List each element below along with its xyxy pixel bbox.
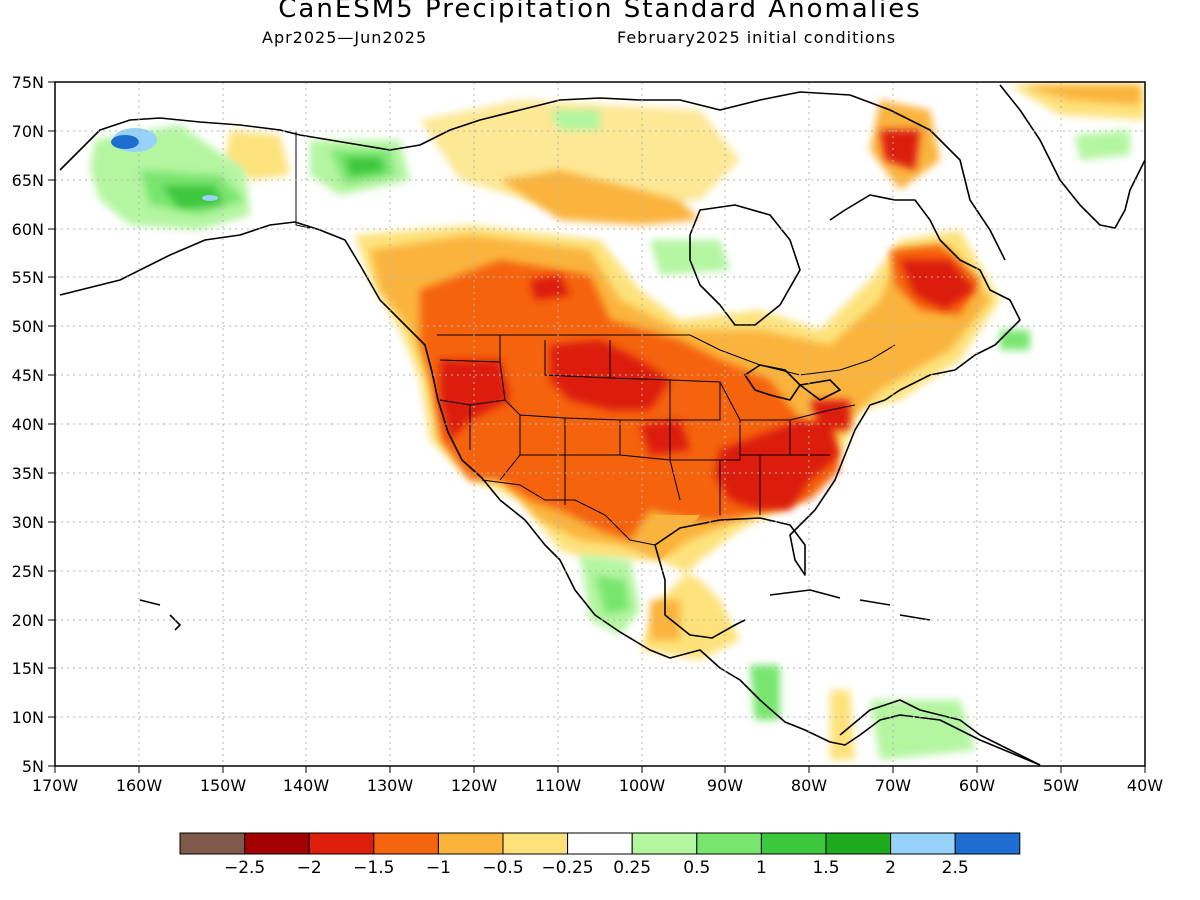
- very-wet-anomaly: [111, 128, 218, 201]
- lon-label: 60W: [959, 776, 995, 795]
- colorbar-swatch: [631, 832, 698, 855]
- colorbar-tick-label: −0.5: [482, 858, 523, 878]
- east-coast: [829, 194, 1021, 401]
- lon-label: 170W: [32, 776, 79, 795]
- colorbar-swatch: [825, 832, 892, 855]
- lat-label: 55N: [12, 268, 44, 287]
- colorbar-swatch: [244, 832, 310, 855]
- map-title: CanESM5 Precipitation Standard Anomalies: [278, 0, 922, 24]
- us-state-lines: [439, 335, 856, 515]
- lon-label: 100W: [619, 776, 666, 795]
- lat-label: 70N: [12, 122, 44, 141]
- lat-label: 25N: [12, 562, 44, 581]
- colorbar-swatch: [437, 832, 504, 855]
- colorbar-swatch: [890, 832, 956, 855]
- longitude-labels: 170W 160W 150W 140W 130W 120W 110W 100W …: [32, 776, 1163, 795]
- anomaly-field: [90, 85, 1145, 760]
- latitude-labels: 75N 70N 65N 60N 55N 50N 45N 40N 35N 30N …: [12, 73, 44, 776]
- hudson-bay: [689, 204, 801, 326]
- lon-label: 120W: [451, 776, 498, 795]
- coastlines: [59, 84, 1145, 766]
- lon-label: 130W: [367, 776, 414, 795]
- lon-label: 150W: [200, 776, 247, 795]
- colorbar-swatch: [179, 832, 246, 855]
- tick-marks: [48, 81, 1146, 773]
- colorbar-tick-label: −1.5: [353, 858, 394, 878]
- colorbar-tick-label: −2: [297, 858, 322, 878]
- lon-label: 140W: [283, 776, 330, 795]
- lat-label: 20N: [12, 611, 44, 630]
- period-label: Apr2025—Jun2025: [262, 28, 428, 47]
- lat-label: 65N: [12, 171, 44, 190]
- alaska-canada-border: [295, 132, 311, 229]
- colorbar-swatch: [696, 832, 762, 855]
- lat-label: 35N: [12, 464, 44, 483]
- political-borders: [295, 132, 896, 546]
- colorbar-swatch: [954, 832, 1021, 855]
- colorbar-labels: −2.5 −2 −1.5 −1 −0.5 −0.25 0.25 0.5 1 1.5 2 2.5: [224, 858, 969, 878]
- colorbar-tick-label: 0.25: [613, 858, 651, 878]
- colorbar-tick-label: 1.5: [812, 858, 839, 878]
- colorbar-tick-label: 2.5: [942, 858, 969, 878]
- lat-label: 75N: [12, 73, 44, 92]
- colorbar-tick-label: −1: [426, 858, 451, 878]
- lat-label: 60N: [12, 220, 44, 239]
- colorbar-tick-label: −0.25: [542, 858, 594, 878]
- colorbar: [179, 832, 1021, 855]
- lat-label: 5N: [22, 757, 44, 776]
- colorbar-swatch: [760, 832, 827, 855]
- gridlines: [55, 82, 1145, 766]
- initial-conditions-label: February2025 initial conditions: [617, 28, 897, 47]
- lat-label: 15N: [12, 659, 44, 678]
- north-america-coastline: [59, 221, 1041, 766]
- greenland: [999, 84, 1145, 229]
- lon-label: 110W: [535, 776, 582, 795]
- colorbar-tick-label: −2.5: [224, 858, 265, 878]
- caribbean-islands: [139, 589, 931, 631]
- lon-label: 160W: [116, 776, 163, 795]
- colorbar-swatch: [308, 832, 375, 855]
- lon-label: 80W: [791, 776, 827, 795]
- us-mexico-border: [481, 479, 656, 546]
- colorbar-tick-label: 0.5: [683, 858, 710, 878]
- south-america-coast: [839, 699, 1041, 766]
- colorbar-tick-label: 1: [756, 858, 767, 878]
- gulf-coast: [654, 399, 886, 639]
- alaska-north: [59, 91, 1006, 261]
- us-canada-border: [437, 334, 896, 376]
- colorbar-swatch: [373, 832, 439, 855]
- lat-label: 40N: [12, 415, 44, 434]
- lat-label: 30N: [12, 513, 44, 532]
- colorbar-tick-label: 2: [885, 858, 896, 878]
- lon-label: 70W: [875, 776, 911, 795]
- colorbar-swatch: [502, 832, 569, 855]
- lat-label: 45N: [12, 366, 44, 385]
- colorbar-swatch: [567, 832, 633, 855]
- lon-label: 40W: [1127, 776, 1163, 795]
- lat-label: 50N: [12, 317, 44, 336]
- lon-label: 90W: [707, 776, 743, 795]
- lat-label: 10N: [12, 708, 44, 727]
- lon-label: 50W: [1043, 776, 1079, 795]
